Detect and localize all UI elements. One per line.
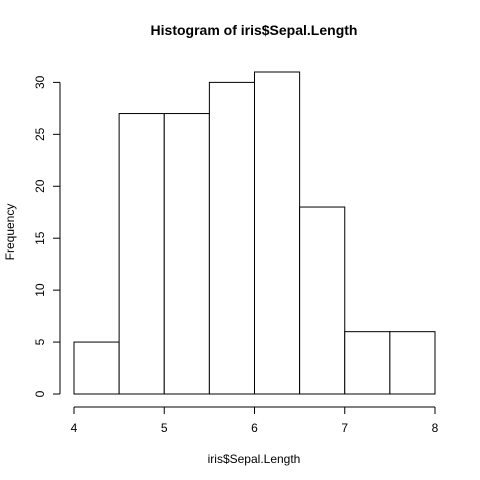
chart-title: Histogram of iris$Sepal.Length <box>151 22 358 38</box>
x-tick-label: 5 <box>161 421 168 435</box>
y-axis: 0 5 10 15 20 25 30 <box>33 75 61 397</box>
y-tick-label: 0 <box>33 390 47 397</box>
y-tick-label: 25 <box>33 127 47 141</box>
y-tick-label: 5 <box>33 338 47 345</box>
x-tick-label: 8 <box>432 421 439 435</box>
bars-layer <box>73 71 436 395</box>
y-tick-label: 30 <box>33 75 47 89</box>
x-axis-label: iris$Sepal.Length <box>208 452 301 466</box>
y-tick-label: 20 <box>33 179 47 193</box>
x-tick-label: 7 <box>341 421 348 435</box>
histogram-bar <box>73 341 120 395</box>
x-axis: 4 5 6 7 8 <box>71 406 439 435</box>
histogram-bar <box>389 331 436 395</box>
histogram-bar <box>299 206 346 395</box>
y-tick-label: 10 <box>33 283 47 297</box>
y-tick-label: 15 <box>33 231 47 245</box>
histogram-bar <box>254 71 301 395</box>
histogram-bar <box>344 331 391 395</box>
x-tick-label: 6 <box>251 421 258 435</box>
x-tick-label: 4 <box>71 421 78 435</box>
histogram-bar <box>208 81 255 395</box>
histogram-bar <box>118 113 165 395</box>
histogram-bar <box>163 113 210 395</box>
y-axis-label: Frequency <box>3 204 17 261</box>
